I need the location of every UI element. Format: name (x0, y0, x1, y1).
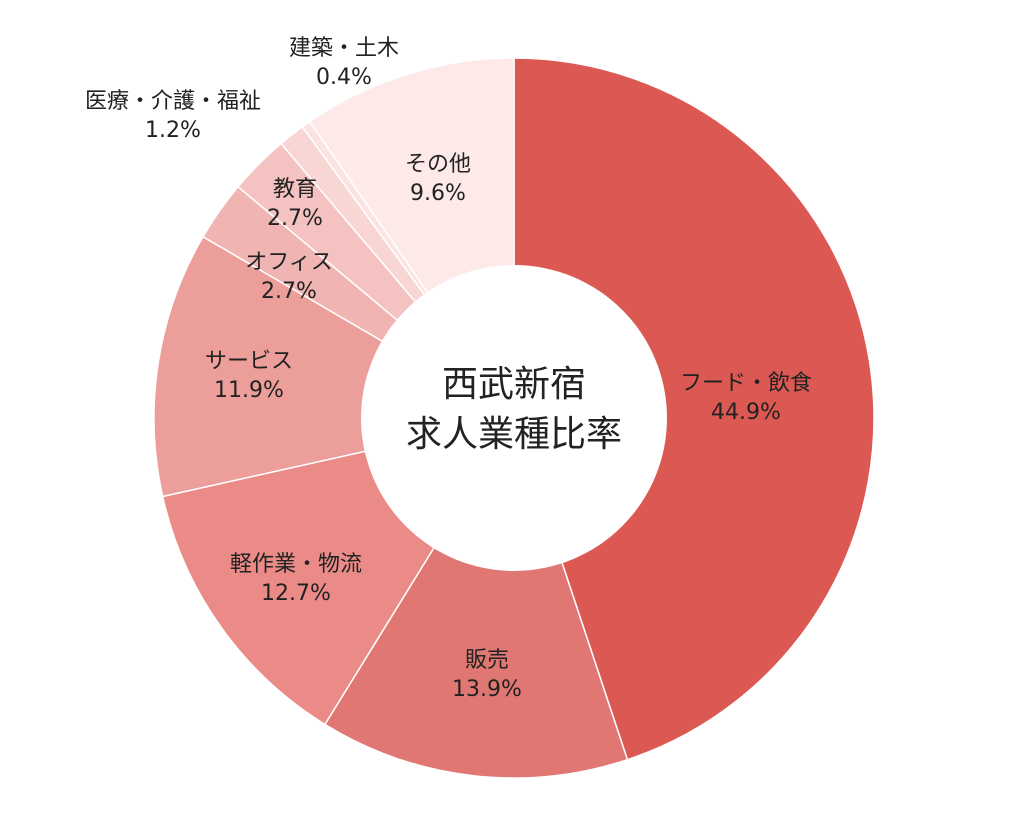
slice-label-value-5: 2.7% (267, 206, 323, 231)
slice-label-name-0: フード・飲食 (680, 371, 812, 396)
slice-0 (513, 57, 875, 761)
slice-label-name-4: オフィス (245, 250, 333, 275)
slice-label-name-2: 軽作業・物流 (230, 552, 362, 577)
slice-label-value-2: 12.7% (261, 581, 331, 606)
slice-1 (323, 416, 629, 779)
slice-label-name-5: 教育 (273, 177, 317, 202)
slice-label-name-1: 販売 (465, 648, 509, 673)
slice-label-value-4: 2.7% (261, 279, 317, 304)
donut-hole (361, 265, 667, 571)
slice-label-name-3: サービス (205, 349, 293, 374)
slice-label-value-7: 0.4% (316, 65, 372, 90)
labels-group: フード・飲食 44.9% 販売 13.9% 軽作業・物流 12.7% サービス 11.9% オフ… (85, 36, 812, 702)
slice-label-value-1: 13.9% (452, 677, 522, 702)
slice-label-name-7: 建築・土木 (289, 36, 399, 61)
center-title: 西武新宿 求人業種比率 (406, 364, 622, 455)
center-title-line-1: 西武新宿 (442, 364, 586, 405)
slice-label-value-8: 9.6% (410, 181, 466, 206)
center-title-line-2: 求人業種比率 (406, 414, 622, 455)
slice-label-name-6: 医療・介護・福祉 (85, 89, 261, 114)
slice-label-value-6: 1.2% (145, 118, 201, 143)
slice-label-value-0: 44.9% (711, 400, 781, 425)
slice-label-name-8: その他 (405, 152, 471, 177)
slice-label-value-3: 11.9% (214, 378, 284, 403)
